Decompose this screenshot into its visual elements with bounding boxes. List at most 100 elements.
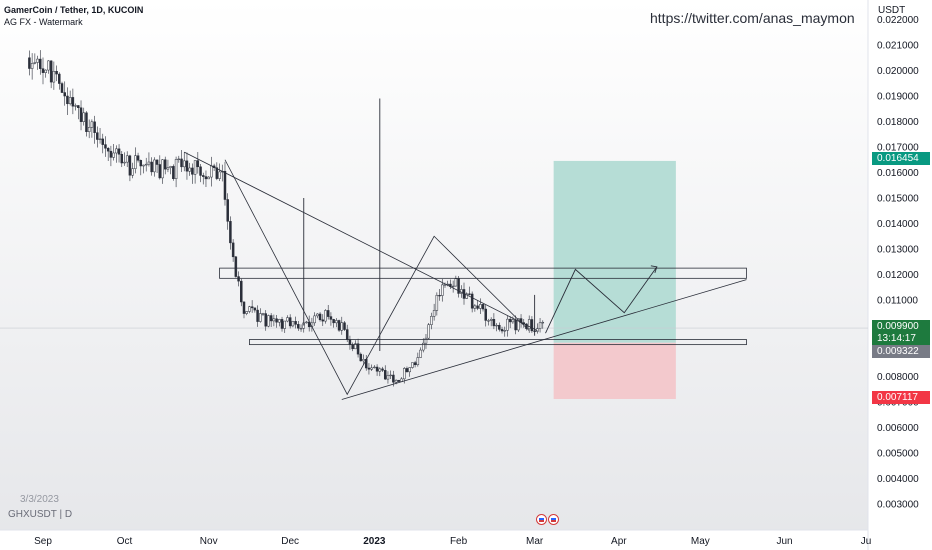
- candle-body: [517, 318, 520, 331]
- candle-body: [283, 320, 286, 329]
- candle-body: [158, 164, 162, 179]
- candle-body: [242, 301, 246, 314]
- long-position-loss-zone: [553, 342, 676, 400]
- candle-body: [424, 337, 428, 344]
- candle-body: [155, 159, 159, 165]
- candle-body: [101, 138, 105, 145]
- pattern-zigzag-line: [224, 159, 530, 396]
- candle-body: [487, 320, 490, 322]
- candle-body: [93, 121, 96, 133]
- candle-body: [269, 315, 273, 322]
- candle-body: [435, 294, 439, 311]
- candle-body: [367, 367, 371, 370]
- candle-body: [288, 317, 292, 327]
- y-tick-label: 0.003000: [877, 500, 919, 511]
- candle-body: [503, 330, 506, 332]
- candle-body: [291, 321, 295, 327]
- candle-body: [117, 148, 121, 155]
- candle-body: [370, 367, 373, 370]
- candle-body: [530, 319, 534, 332]
- watermark-url: https://twitter.com/anas_maymon: [650, 10, 855, 26]
- candle-body: [468, 293, 471, 295]
- candle-body: [492, 319, 496, 327]
- candle-body: [498, 324, 501, 330]
- candle-body: [218, 171, 221, 179]
- y-tick-label: 0.005000: [877, 449, 919, 460]
- candle-body: [479, 304, 482, 309]
- candle-body: [172, 166, 175, 179]
- candle-body: [182, 160, 186, 168]
- candle-body: [204, 176, 208, 180]
- candle-body: [416, 357, 420, 366]
- candle-body: [163, 159, 167, 170]
- candle-body: [30, 63, 34, 69]
- candle-body: [77, 105, 80, 108]
- candle-body: [66, 95, 69, 105]
- candle-body: [226, 199, 229, 222]
- x-tick-label: Jun: [776, 536, 792, 547]
- candle-body: [207, 176, 210, 180]
- countdown-tag: 13:14:17: [872, 332, 930, 345]
- candle-body: [153, 159, 156, 173]
- chart-pair-title: GamerCoin / Tether, 1D, KUCOIN: [4, 5, 144, 15]
- candle-body: [373, 366, 376, 369]
- candle-body: [527, 319, 531, 329]
- target-price-tag: 0.016454: [872, 152, 930, 165]
- last-price-tag: 0.009900: [872, 320, 930, 333]
- candle-body: [210, 165, 213, 178]
- x-tick-label: Ju: [861, 536, 872, 547]
- candle-body: [60, 83, 64, 93]
- y-tick-label: 0.011000: [877, 296, 918, 307]
- candle-body: [196, 160, 200, 168]
- candle-body: [115, 148, 118, 154]
- y-tick-label: 0.018000: [877, 117, 919, 128]
- y-tick-label: 0.008000: [877, 372, 919, 383]
- candle-body: [106, 147, 110, 152]
- candle-body: [484, 308, 487, 321]
- price-axis-background: [868, 0, 932, 550]
- candle-body: [272, 318, 276, 322]
- candle-body: [454, 278, 458, 287]
- y-tick-label: 0.016000: [877, 168, 919, 179]
- candle-body: [248, 306, 251, 312]
- candle-body: [166, 167, 170, 170]
- candle-body: [280, 319, 284, 329]
- candle-body: [177, 158, 181, 160]
- candle-body: [378, 368, 382, 372]
- candle-body: [500, 329, 504, 332]
- x-tick-label: Mar: [526, 536, 544, 547]
- candle-body: [180, 158, 183, 168]
- candle-body: [375, 366, 379, 372]
- resistance-zone-box: [219, 267, 747, 279]
- candles-group: [28, 50, 545, 387]
- candle-body: [68, 97, 72, 105]
- y-tick-label: 0.019000: [877, 92, 919, 103]
- candle-body: [36, 58, 39, 63]
- candle-body: [343, 322, 346, 330]
- candle-body: [79, 107, 83, 122]
- economic-event-icon[interactable]: [548, 514, 559, 525]
- candle-body: [191, 167, 194, 175]
- candle-body: [256, 309, 259, 322]
- candle-body: [348, 339, 352, 345]
- descending-trendline: [184, 151, 538, 331]
- candle-body: [381, 368, 384, 371]
- candle-body: [411, 362, 414, 368]
- candle-body: [345, 329, 349, 340]
- candle-body: [202, 175, 205, 177]
- candle-body: [389, 374, 392, 377]
- x-tick-label: Sep: [34, 536, 52, 547]
- x-tick-label: 2023: [363, 536, 386, 547]
- candle-body: [541, 321, 545, 324]
- candle-body: [74, 105, 77, 107]
- candle-body: [229, 221, 232, 244]
- candle-body: [351, 344, 354, 350]
- economic-event-icon[interactable]: [536, 514, 547, 525]
- candle-body: [514, 319, 517, 331]
- candle-body: [150, 161, 153, 173]
- candle-body: [85, 112, 88, 132]
- candle-body: [318, 313, 322, 321]
- candle-body: [237, 276, 240, 282]
- entry-price-tag: 0.009322: [872, 345, 930, 358]
